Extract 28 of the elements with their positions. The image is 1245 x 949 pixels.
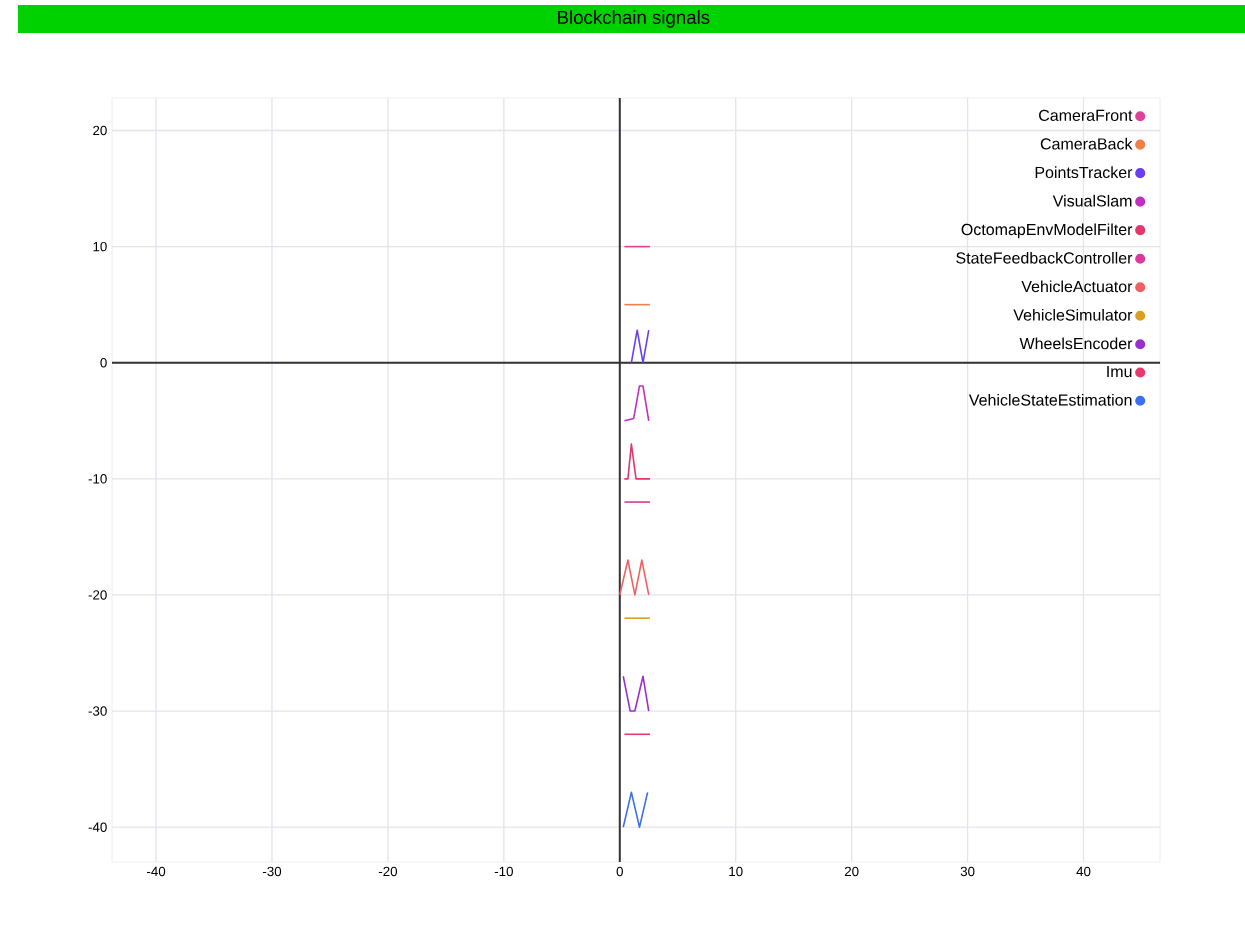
chart-title: Blockchain signals	[558, 10, 710, 28]
x-tick-label: 40	[1076, 866, 1091, 877]
legend-label: VehicleSimulator	[1013, 308, 1133, 321]
x-tick-label: 20	[844, 866, 859, 877]
y-tick-label: 20	[93, 125, 107, 136]
y-tick-label: -20	[88, 590, 107, 600]
legend-label: VisualSlam	[1052, 194, 1132, 207]
y-tick-label: -40	[88, 822, 107, 832]
x-tick-label: -10	[494, 866, 513, 877]
y-tick-label: 0	[100, 358, 107, 368]
legend-label: CameraFront	[1039, 109, 1133, 122]
legend-label: OctomapEnvModelFilter	[961, 223, 1133, 239]
legend-label: StateFeedbackController	[956, 251, 1133, 264]
x-tick-label: -30	[262, 866, 282, 877]
y-tick-label: -30	[88, 706, 107, 716]
legend-label: Imu	[1107, 366, 1132, 378]
y-tick-label: 10	[93, 241, 107, 252]
x-tick-label: -20	[378, 866, 398, 877]
x-tick-label: 30	[960, 866, 975, 877]
legend-label: WheelsEncoder	[1019, 337, 1133, 350]
legend-label: VehicleActuator	[1021, 280, 1133, 293]
legend-label: PointsTracker	[1035, 166, 1133, 179]
legend-label: VehicleStateEstimation	[968, 393, 1132, 406]
x-tick-label: 0	[616, 866, 623, 877]
x-tick-label: -40	[147, 866, 166, 877]
legend-label: CameraBack	[1040, 137, 1133, 150]
x-tick-label: 10	[729, 866, 743, 877]
y-tick-label: -10	[88, 474, 107, 484]
